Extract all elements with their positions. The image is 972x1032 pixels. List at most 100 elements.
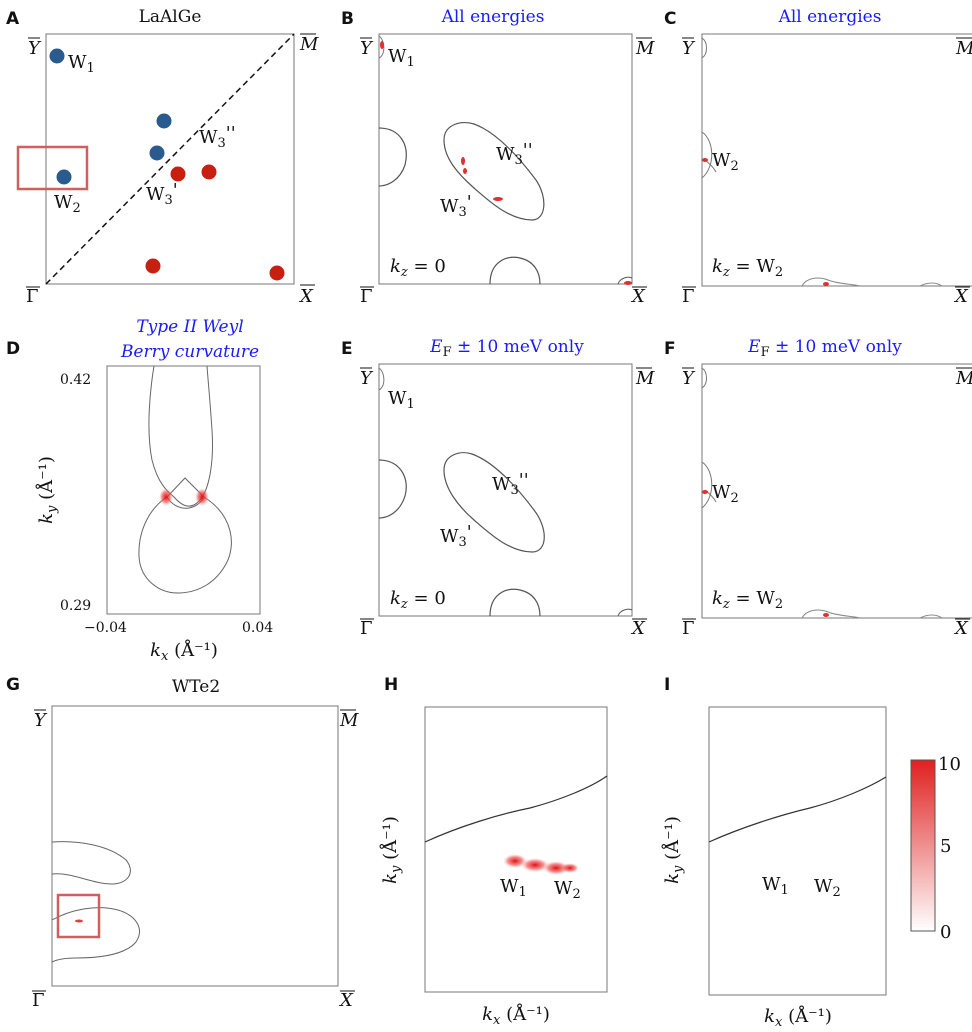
panel-letter: H bbox=[384, 675, 398, 695]
corner-y: Y bbox=[34, 710, 48, 731]
weyl-point-blue bbox=[49, 48, 65, 64]
panel-letter: A bbox=[6, 9, 20, 29]
panel-title: EF ± 10 meV only bbox=[747, 337, 902, 360]
weyl-point-blue bbox=[149, 145, 165, 161]
panel-subtitle: Berry curvature bbox=[120, 342, 259, 362]
panel-c: C All energies Y M Γ X W2 kz = W2 bbox=[664, 7, 972, 307]
x-axis-label: kx (Å⁻¹) bbox=[482, 1003, 550, 1028]
corner-gamma: Γ bbox=[26, 286, 39, 307]
corner-gamma: Γ bbox=[360, 618, 373, 639]
corner-y: Y bbox=[28, 38, 42, 59]
corner-m: M bbox=[339, 710, 359, 731]
y-tick-bottom: 0.29 bbox=[60, 598, 91, 614]
y-axis-label: ky (Å⁻¹) bbox=[35, 456, 60, 524]
label-w2: W2 bbox=[54, 192, 81, 216]
label-w3-prime: W3' bbox=[146, 180, 178, 208]
y-tick-top: 0.42 bbox=[60, 372, 91, 388]
y-axis-label: ky (Å⁻¹) bbox=[661, 816, 686, 884]
panel-title: EF ± 10 meV only bbox=[429, 337, 584, 360]
brillouin-zone-frame bbox=[378, 33, 633, 285]
colorbar bbox=[910, 759, 936, 932]
corner-x: X bbox=[953, 618, 969, 639]
panel-g: G WTe2 Y M Γ X bbox=[6, 675, 359, 1011]
kz-label: kz = W2 bbox=[712, 588, 783, 612]
label-w1: W1 bbox=[762, 874, 789, 898]
weyl-point-red bbox=[145, 258, 161, 274]
label-w2: W2 bbox=[712, 150, 739, 174]
zoom-box bbox=[16, 145, 89, 191]
svg-text:ky (Å⁻¹): ky (Å⁻¹) bbox=[379, 816, 404, 884]
panel-d: D Type II Weyl Berry curvature 0.42 0.29… bbox=[6, 317, 273, 664]
brillouin-zone-frame bbox=[701, 363, 972, 619]
label-w3-dprime: W3'' bbox=[496, 140, 533, 168]
panel-letter: D bbox=[6, 339, 20, 359]
corner-y: Y bbox=[360, 368, 374, 389]
x-axis-label: kx (Å⁻¹) bbox=[764, 1005, 832, 1030]
panel-letter: I bbox=[664, 675, 670, 695]
diagonal-dashed-line bbox=[45, 33, 295, 285]
x-tick-left: −0.04 bbox=[84, 620, 127, 636]
y-axis-label: ky (Å⁻¹) bbox=[379, 816, 404, 884]
zoom-box bbox=[56, 893, 101, 939]
corner-m: M bbox=[955, 38, 972, 59]
panel-letter: E bbox=[341, 339, 353, 359]
label-w1: W1 bbox=[388, 46, 415, 70]
panel-e: E EF ± 10 meV only Y M Γ X W1 W3'' W3' k… bbox=[341, 337, 655, 639]
corner-gamma: Γ bbox=[682, 618, 695, 639]
plot-frame bbox=[424, 706, 608, 993]
weyl-point-blue bbox=[156, 113, 172, 129]
panel-letter: C bbox=[664, 9, 676, 29]
corner-x: X bbox=[298, 286, 314, 307]
weyl-point-red bbox=[170, 166, 186, 182]
panel-i: I W1 W2 ky (Å⁻¹) kx (Å⁻¹) 10 5 0 bbox=[661, 675, 961, 1030]
kz-label: kz = 0 bbox=[390, 256, 446, 280]
weyl-point-blue bbox=[56, 169, 72, 185]
colorbar-min: 0 bbox=[940, 922, 951, 943]
brillouin-zone-frame bbox=[701, 33, 972, 287]
plot-frame bbox=[106, 365, 261, 615]
svg-text:ky (Å⁻¹): ky (Å⁻¹) bbox=[661, 816, 686, 884]
corner-gamma: Γ bbox=[32, 990, 45, 1011]
panel-title: LaAlGe bbox=[139, 7, 202, 27]
plot-frame bbox=[708, 706, 887, 996]
panel-title: WTe2 bbox=[172, 677, 220, 697]
svg-text:ky (Å⁻¹): ky (Å⁻¹) bbox=[35, 456, 60, 524]
corner-gamma: Γ bbox=[682, 286, 695, 307]
panel-b: B All energies Y M Γ X W1 W3'' W3' kz = … bbox=[341, 7, 655, 307]
weyl-point-red bbox=[201, 164, 217, 180]
corner-m: M bbox=[635, 38, 655, 59]
corner-m: M bbox=[955, 368, 972, 389]
x-axis-label: kx (Å⁻¹) bbox=[150, 639, 218, 664]
panel-letter: B bbox=[341, 9, 354, 29]
brillouin-zone-frame bbox=[378, 363, 633, 617]
panel-h: H W1 W2 ky (Å⁻¹) kx (Å⁻¹) bbox=[379, 675, 608, 1028]
corner-x: X bbox=[338, 990, 354, 1011]
corner-x: X bbox=[630, 286, 646, 307]
corner-x: X bbox=[953, 286, 969, 307]
brillouin-zone-frame bbox=[45, 33, 295, 285]
label-w1: W1 bbox=[68, 52, 95, 76]
label-w2: W2 bbox=[814, 876, 841, 900]
corner-m: M bbox=[635, 368, 655, 389]
panel-letter: G bbox=[6, 675, 20, 695]
label-w3-dprime: W3'' bbox=[199, 123, 236, 151]
panel-a: A LaAlGe Y M Γ X W1 W2 W3' W3'' bbox=[6, 7, 319, 307]
x-tick-right: 0.04 bbox=[242, 620, 273, 636]
label-w2: W2 bbox=[712, 482, 739, 506]
corner-y: Y bbox=[360, 38, 374, 59]
label-w3-dprime: W3'' bbox=[492, 470, 529, 498]
corner-gamma: Γ bbox=[360, 286, 373, 307]
panel-letter: F bbox=[664, 339, 676, 359]
label-w1: W1 bbox=[388, 388, 415, 412]
panel-title: All energies bbox=[441, 7, 545, 27]
brillouin-zone-frame bbox=[51, 705, 339, 987]
colorbar-max: 10 bbox=[938, 754, 961, 775]
weyl-point-red bbox=[269, 265, 285, 281]
kz-label: kz = W2 bbox=[712, 256, 783, 280]
kz-label: kz = 0 bbox=[390, 588, 446, 612]
label-w1: W1 bbox=[500, 876, 527, 900]
label-w2: W2 bbox=[554, 878, 581, 902]
label-w3-prime: W3' bbox=[440, 192, 472, 220]
panel-title: Type II Weyl bbox=[136, 317, 243, 337]
